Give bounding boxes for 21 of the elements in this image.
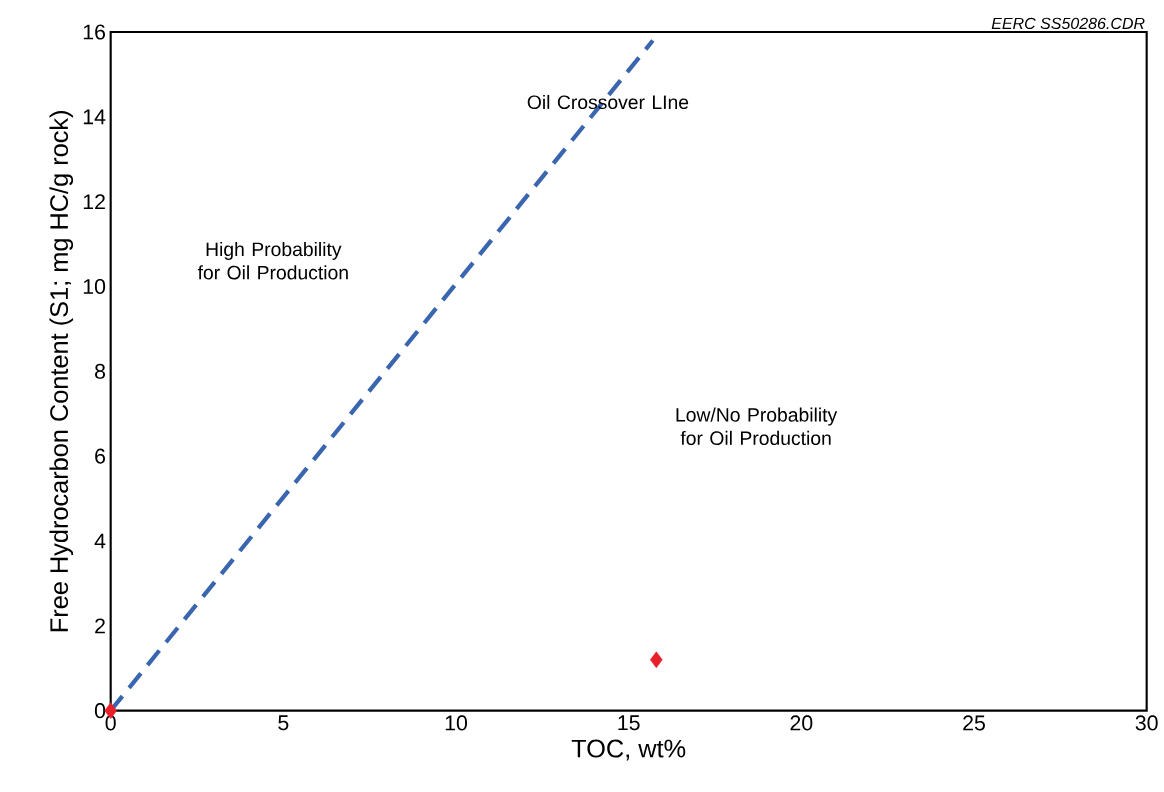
y-axis-title: Free Hydrocarbon Content (S1; mg HC/g rock) bbox=[49, 111, 74, 632]
annotation: Low/No Probability for Oil Production bbox=[676, 407, 838, 446]
x-tick-label: 15 bbox=[618, 715, 640, 731]
x-axis-title: TOC, wt% bbox=[571, 739, 686, 761]
y-tick-label: 2 bbox=[95, 618, 105, 634]
y-tick-label: 12 bbox=[83, 194, 105, 210]
x-tick-label: 10 bbox=[445, 715, 468, 731]
y-tick-label: 14 bbox=[83, 109, 106, 125]
x-tick-label: 30 bbox=[1135, 715, 1158, 731]
x-tick-label: 20 bbox=[790, 715, 813, 731]
x-tick-label: 25 bbox=[963, 715, 985, 731]
y-tick-label: 6 bbox=[95, 448, 106, 464]
x-tick-label: 5 bbox=[278, 715, 289, 731]
y-tick-label: 0 bbox=[94, 703, 106, 719]
text: EERC SS50286.CDR bbox=[991, 17, 1145, 30]
y-tick-label: 16 bbox=[83, 24, 106, 40]
annotation: High Probability for Oil Production bbox=[197, 241, 348, 280]
y-tick-label: 4 bbox=[94, 533, 106, 549]
annotation: Oil Crossover LIne bbox=[527, 94, 689, 110]
y-tick-label: 10 bbox=[83, 278, 106, 295]
y-tick-label: 8 bbox=[95, 363, 106, 379]
